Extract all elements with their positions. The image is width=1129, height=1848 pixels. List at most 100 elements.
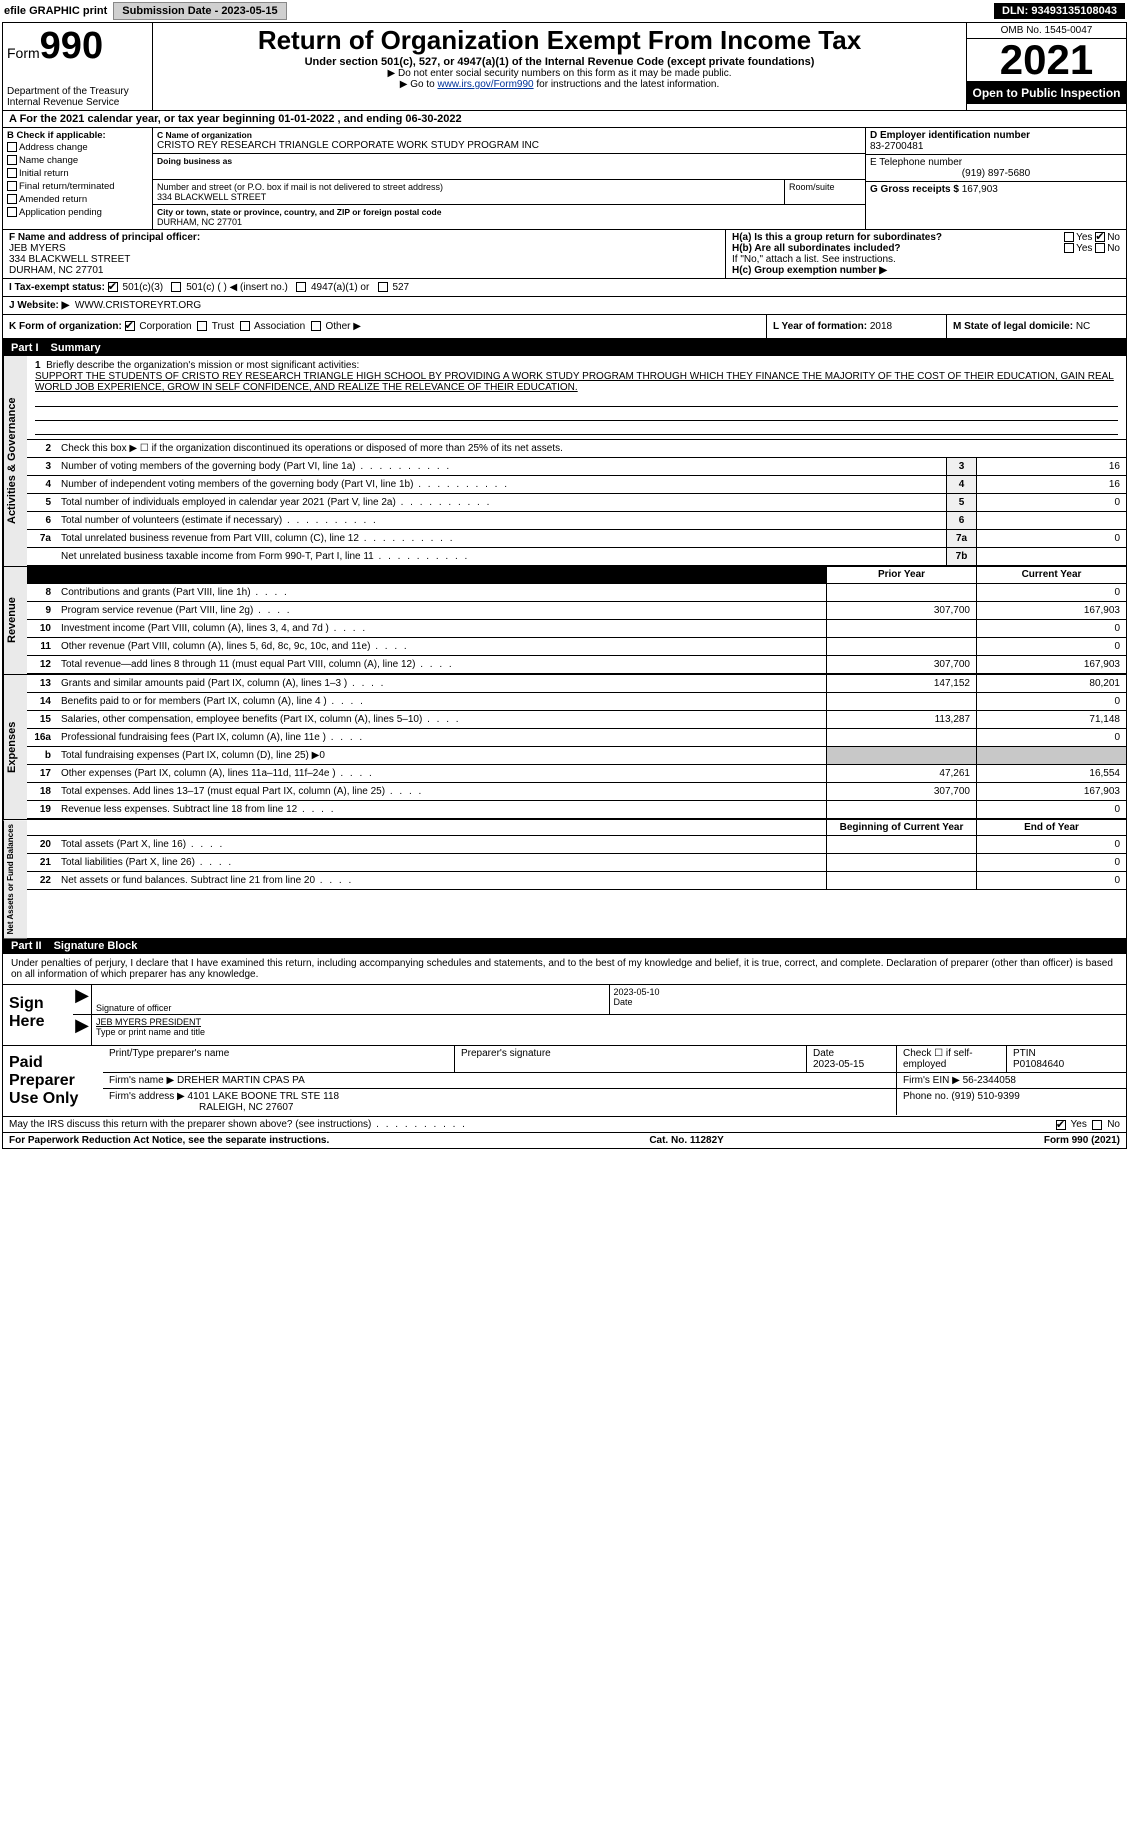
- city-block: City or town, state or province, country…: [153, 205, 865, 229]
- k-trust: Trust: [212, 321, 234, 332]
- line-desc: Total number of individuals employed in …: [57, 495, 946, 510]
- line-value: 0: [976, 530, 1126, 547]
- self-employed: Check ☐ if self-employed: [896, 1046, 1006, 1072]
- line-desc: Net unrelated business taxable income fr…: [57, 549, 946, 564]
- checkbox-icon[interactable]: [7, 142, 17, 152]
- checkbox-icon[interactable]: [1064, 243, 1074, 253]
- checkbox-icon[interactable]: [378, 282, 388, 292]
- checkbox-icon[interactable]: [197, 321, 207, 331]
- netassets-col-header: Beginning of Current Year End of Year: [27, 820, 1126, 836]
- line-number: 12: [27, 659, 57, 670]
- dba-label: Doing business as: [157, 156, 861, 166]
- netassets-content: Beginning of Current Year End of Year 20…: [27, 820, 1126, 938]
- telephone-block: E Telephone number (919) 897-5680: [866, 155, 1126, 182]
- line-current: 16,554: [976, 765, 1126, 782]
- prep-line-2: Firm's name ▶ DREHER MARTIN CPAS PA Firm…: [103, 1073, 1126, 1089]
- form-footer: Form 990 (2021): [1044, 1135, 1120, 1146]
- prep-line-3: Firm's address ▶ 4101 LAKE BOONE TRL STE…: [103, 1089, 1126, 1115]
- table-row: 18 Total expenses. Add lines 13–17 (must…: [27, 783, 1126, 801]
- checkbox-icon[interactable]: [1095, 243, 1105, 253]
- checkbox-icon[interactable]: [1064, 232, 1074, 242]
- checkbox-icon[interactable]: [240, 321, 250, 331]
- line-value: 0: [976, 494, 1126, 511]
- opt-address-change: Address change: [7, 141, 148, 154]
- irs-link[interactable]: www.irs.gov/Form990: [437, 79, 533, 90]
- part2-number: Part II: [11, 940, 42, 952]
- table-row: b Total fundraising expenses (Part IX, c…: [27, 747, 1126, 765]
- line-current: 0: [976, 638, 1126, 655]
- line-number: 10: [27, 623, 57, 634]
- checkbox-icon[interactable]: [1092, 1120, 1102, 1130]
- part2-header: Part II Signature Block: [3, 938, 1126, 954]
- table-row: 21 Total liabilities (Part X, line 26) 0: [27, 854, 1126, 872]
- checkbox-icon[interactable]: [7, 194, 17, 204]
- part1-expenses: Expenses 13 Grants and similar amounts p…: [3, 674, 1126, 819]
- line-prior: 307,700: [826, 656, 976, 673]
- block-f-label: F Name and address of principal officer:: [9, 232, 200, 243]
- line-value: 16: [976, 476, 1126, 493]
- line-current: 0: [976, 872, 1126, 889]
- table-row: 8 Contributions and grants (Part VIII, l…: [27, 584, 1126, 602]
- opt-name-change: Name change: [7, 154, 148, 167]
- opt-label: Amended return: [19, 194, 87, 205]
- checkbox-icon[interactable]: [311, 321, 321, 331]
- no-label: No: [1107, 1119, 1120, 1130]
- checkbox-icon[interactable]: [7, 207, 17, 217]
- officer-city: DURHAM, NC 27701: [9, 265, 103, 276]
- ein-value: 83-2700481: [870, 141, 923, 152]
- top-bar: efile GRAPHIC print Submission Date - 20…: [0, 0, 1129, 22]
- paid-preparer-label: Paid Preparer Use Only: [3, 1046, 103, 1116]
- checkbox-icon[interactable]: [7, 168, 17, 178]
- website-value: WWW.CRISTOREYRT.ORG: [75, 300, 201, 311]
- sign-here-label: Sign Here: [3, 985, 73, 1045]
- goto-prefix: ▶ Go to: [400, 79, 438, 90]
- firm-addr-value: 4101 LAKE BOONE TRL STE 118: [188, 1091, 340, 1102]
- line-number: 5: [27, 497, 57, 508]
- city-label: City or town, state or province, country…: [157, 207, 861, 217]
- checkbox-icon[interactable]: [7, 181, 17, 191]
- signature-intro: Under penalties of perjury, I declare th…: [3, 954, 1126, 984]
- tax-status-label: I Tax-exempt status:: [9, 282, 105, 293]
- line-desc: Benefits paid to or for members (Part IX…: [57, 694, 826, 709]
- goto-suffix: for instructions and the latest informat…: [534, 79, 720, 90]
- checkbox-checked-icon[interactable]: [125, 321, 135, 331]
- firm-name-label: Firm's name ▶: [109, 1075, 174, 1086]
- submission-date-button[interactable]: Submission Date - 2023-05-15: [113, 2, 286, 20]
- part1-title: Summary: [51, 342, 101, 354]
- line-number: 4: [27, 479, 57, 490]
- line-desc: Grants and similar amounts paid (Part IX…: [57, 676, 826, 691]
- block-c: C Name of organization CRISTO REY RESEAR…: [153, 128, 866, 229]
- prep-name-label: Print/Type preparer's name: [103, 1046, 454, 1072]
- printed-label: Type or print name and title: [96, 1027, 1122, 1037]
- street-label: Number and street (or P.O. box if mail i…: [157, 182, 780, 192]
- no-label: No: [1107, 232, 1120, 243]
- line-prior: 113,287: [826, 711, 976, 728]
- firm-name-cell: Firm's name ▶ DREHER MARTIN CPAS PA: [103, 1073, 896, 1088]
- k-label: K Form of organization:: [9, 321, 122, 332]
- checkbox-checked-icon[interactable]: [1056, 1120, 1066, 1130]
- line-desc: Total unrelated business revenue from Pa…: [57, 531, 946, 546]
- form-title: Return of Organization Exempt From Incom…: [159, 25, 960, 56]
- line-desc: Number of voting members of the governin…: [57, 459, 946, 474]
- side-revenue: Revenue: [3, 567, 27, 674]
- part1-governance: Activities & Governance 1 Briefly descri…: [3, 356, 1126, 566]
- line-current: 0: [976, 854, 1126, 871]
- checkbox-icon[interactable]: [171, 282, 181, 292]
- line-desc: Total number of volunteers (estimate if …: [57, 513, 946, 528]
- firm-addr-label: Firm's address ▶: [109, 1091, 185, 1102]
- table-row: Net unrelated business taxable income fr…: [27, 548, 1126, 566]
- name-label: C Name of organization: [157, 130, 861, 140]
- blocks-bcd: B Check if applicable: Address change Na…: [3, 128, 1126, 230]
- room-label: Room/suite: [789, 182, 861, 192]
- checkbox-checked-icon[interactable]: [108, 282, 118, 292]
- checkbox-icon[interactable]: [7, 155, 17, 165]
- checkbox-icon[interactable]: [296, 282, 306, 292]
- org-name-block: C Name of organization CRISTO REY RESEAR…: [153, 128, 865, 154]
- checkbox-checked-icon[interactable]: [1095, 232, 1105, 242]
- form-990-number: 990: [40, 25, 103, 67]
- blocks-fh: F Name and address of principal officer:…: [3, 230, 1126, 279]
- block-l: L Year of formation: 2018: [766, 315, 946, 338]
- open-to-public: Open to Public Inspection: [967, 82, 1126, 104]
- line-desc: Total expenses. Add lines 13–17 (must eq…: [57, 784, 826, 799]
- line-prior: [826, 872, 976, 889]
